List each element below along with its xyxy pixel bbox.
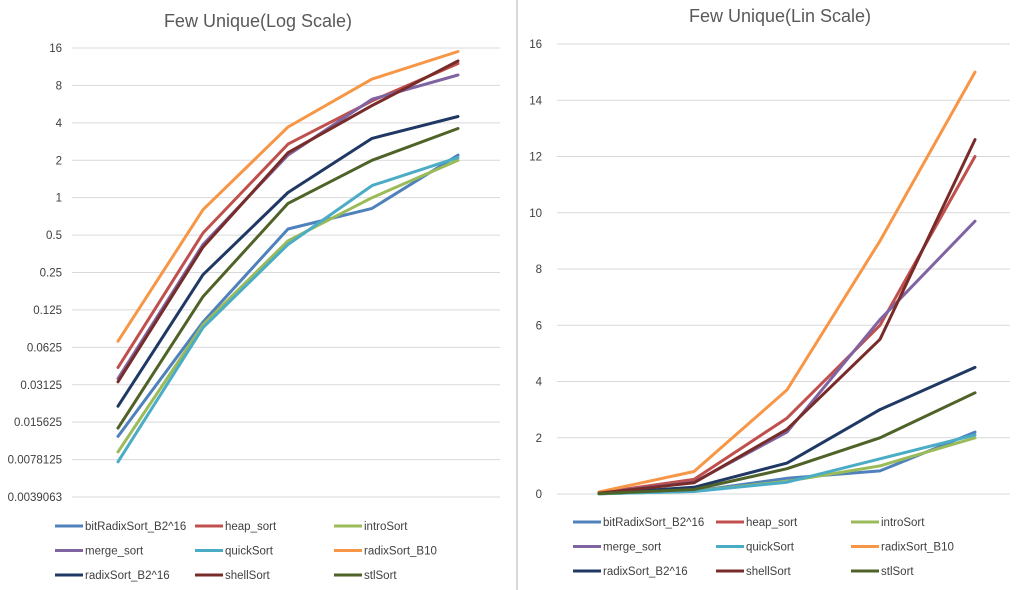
plot-area-lin: 0 2 4 6 8 10 12 14 16 [529,39,1010,501]
y-tick-label-log-8: 1 [56,193,62,205]
y-tick-label-log-12: 16 [49,43,62,55]
legend-label-log-3: merge_sort [85,546,144,558]
y-tick-label-log-0: 0.0039063 [8,492,62,504]
y-tick-label-lin-5: 10 [529,208,542,220]
legend-label-log-8: stlSort [364,570,397,582]
y-tick-label-lin-0: 0 [536,489,542,501]
series-line-log-1 [116,62,460,369]
legend-label-lin-4: quickSort [746,542,795,554]
series-line-lin-6 [597,365,977,495]
legend-label-log-5: radixSort_B10 [364,546,437,558]
series-line-lin-8 [597,391,977,496]
y-tick-label-log-4: 0.0625 [27,342,62,354]
series-line-lin-5 [597,70,977,494]
y-tick-label-lin-3: 6 [536,320,542,332]
legend-label-log-4: quickSort [225,546,274,558]
legend-label-lin-7: shellSort [746,566,792,578]
series-line-log-2 [116,158,460,454]
y-tick-label-log-7: 0.5 [46,230,62,242]
chart-title-log: Few Unique(Log Scale) [164,11,352,31]
y-tick-label-log-10: 4 [56,118,63,130]
series-line-lin-3 [597,219,977,495]
series-line-log-8 [116,127,460,430]
series-line-log-0 [116,153,460,438]
series-line-lin-1 [597,155,977,495]
y-tick-label-lin-6: 12 [529,152,542,164]
y-tick-label-log-11: 8 [56,80,62,92]
y-tick-label-log-3: 0.03125 [20,380,62,392]
legend-log: bitRadixSort_B2^16 heap_sort introSort merg… [55,521,437,582]
chart-lin: Few Unique(Lin Scale) 0 2 4 6 8 10 12 14 16 bitR… [529,6,1010,578]
y-tick-label-lin-2: 4 [536,377,543,389]
legend-label-lin-2: introSort [881,517,925,529]
series-line-log-6 [116,115,460,408]
legend-label-lin-8: stlSort [881,566,914,578]
y-tick-label-lin-7: 14 [529,95,542,107]
legend-label-log-0: bitRadixSort_B2^16 [85,521,186,533]
series-line-log-7 [116,59,460,384]
legend-label-log-2: introSort [364,521,408,533]
y-tick-label-log-5: 0.125 [33,305,62,317]
series-line-log-4 [116,156,460,464]
legend-label-lin-3: merge_sort [603,542,662,554]
chart-log: Few Unique(Log Scale) 0.0039063 0.0078125… [8,11,500,582]
legend-label-lin-6: radixSort_B2^16 [603,566,688,578]
y-tick-label-log-9: 2 [56,155,62,167]
y-tick-label-log-6: 0.25 [40,268,62,280]
series-line-lin-7 [597,138,977,495]
y-tick-label-lin-4: 8 [536,264,542,276]
chart-title-lin: Few Unique(Lin Scale) [689,6,871,26]
legend-label-log-7: shellSort [225,570,271,582]
y-tick-label-log-1: 0.0078125 [8,455,62,467]
y-tick-label-lin-8: 16 [529,39,542,51]
legend-label-log-1: heap_sort [225,521,277,533]
legend-lin: bitRadixSort_B2^16 heap_sort introSort merg… [573,517,954,578]
legend-label-lin-0: bitRadixSort_B2^16 [603,517,704,529]
series-line-log-5 [116,50,460,343]
y-tick-label-lin-1: 2 [536,433,542,445]
y-tick-label-log-2: 0.015625 [14,417,62,429]
plot-area-log: 0.0039063 0.0078125 0.015625 0.03125 0.0625 0… [8,43,500,504]
series-line-log-3 [116,73,460,381]
legend-label-lin-1: heap_sort [746,517,798,529]
legend-label-log-6: radixSort_B2^16 [85,570,170,582]
legend-label-lin-5: radixSort_B10 [881,542,954,554]
